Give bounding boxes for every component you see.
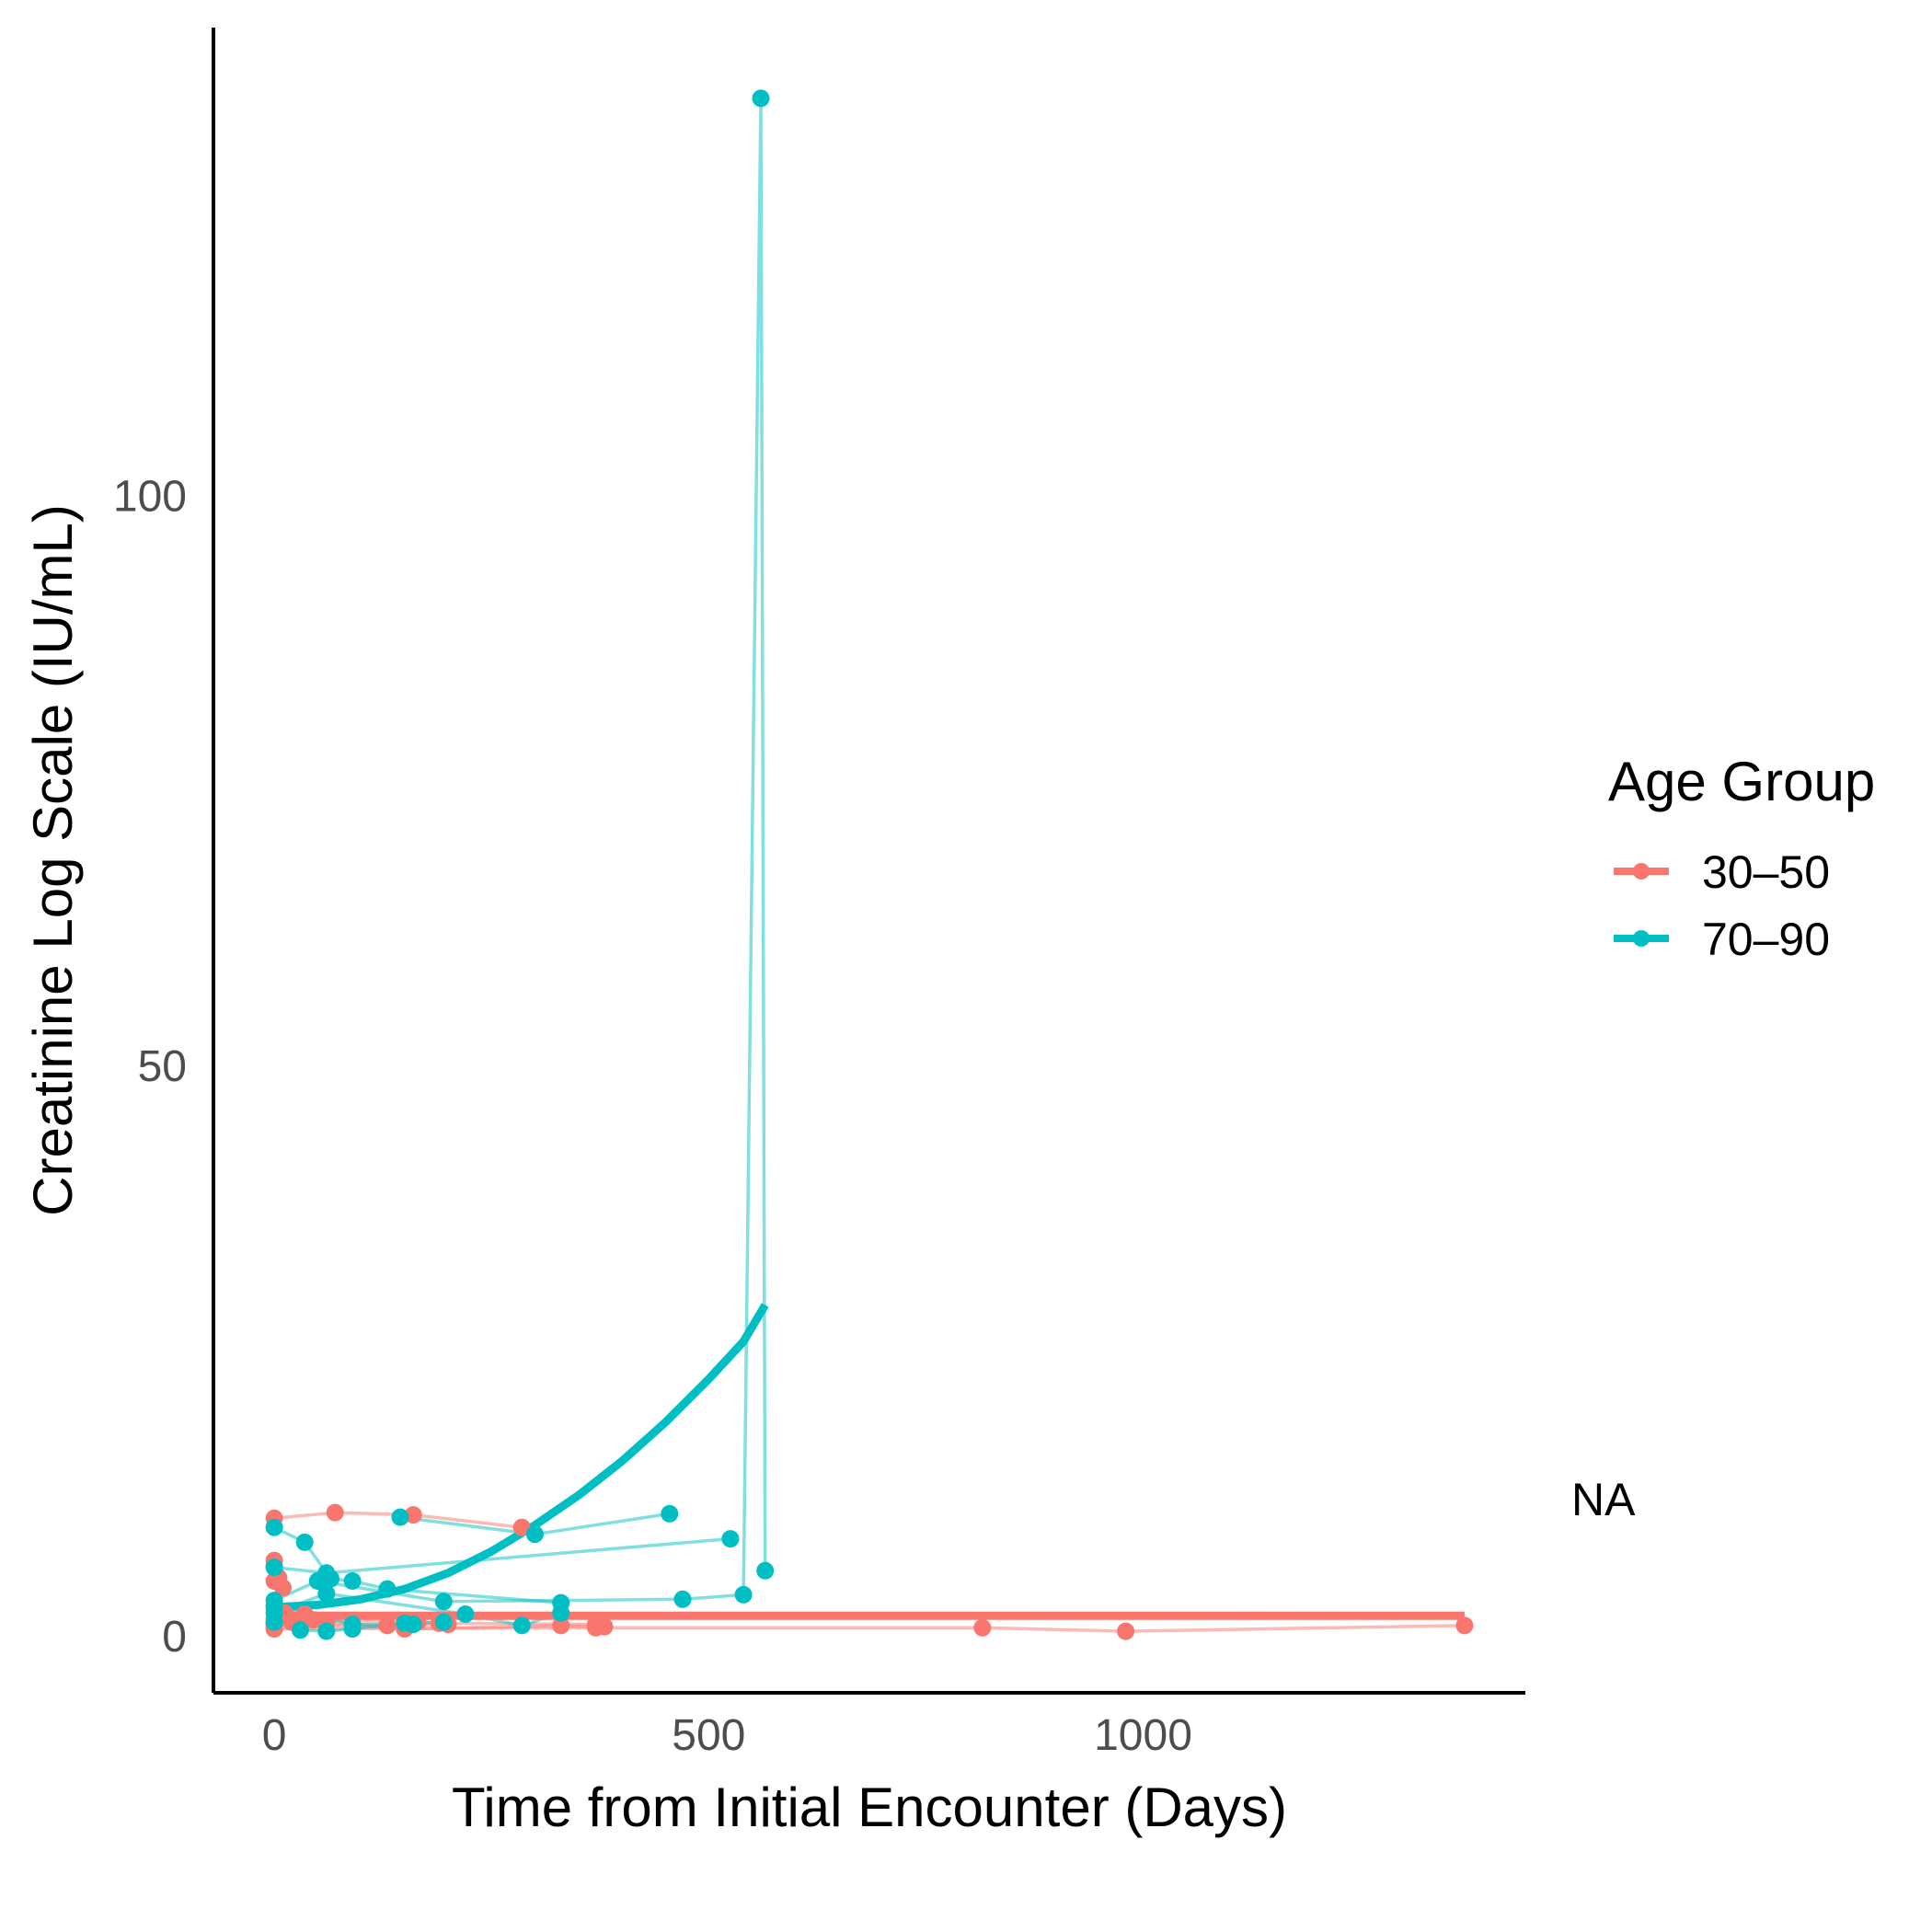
x-tick-label: 1000 bbox=[1094, 1711, 1192, 1760]
data-point-30-50-0-3 bbox=[512, 1518, 531, 1536]
y-tick-label: 100 bbox=[113, 472, 187, 521]
data-point-30-50-5-2 bbox=[973, 1618, 992, 1637]
data-point-30-50-6-4 bbox=[587, 1616, 604, 1634]
x-axis-title: Time from Initial Encounter (Days) bbox=[452, 1777, 1287, 1838]
data-point-30-50-2-1 bbox=[274, 1579, 292, 1597]
data-point-70-90-4-1 bbox=[317, 1584, 336, 1603]
data-point-70-90-1-0 bbox=[391, 1508, 409, 1526]
y-axis-title: Creatinine Log Scale (IU/mL) bbox=[22, 504, 84, 1216]
data-point-70-90-4-3 bbox=[512, 1616, 531, 1635]
data-point-70-90-3-1 bbox=[308, 1572, 327, 1590]
data-point-70-90-6-0 bbox=[265, 1597, 283, 1616]
data-point-30-50-4-3 bbox=[552, 1616, 570, 1635]
data-point-30-50-3-3 bbox=[378, 1616, 397, 1635]
data-point-70-90-4-2 bbox=[456, 1605, 475, 1623]
data-point-70-90-5-0 bbox=[265, 1613, 283, 1631]
data-point-70-90-3-5 bbox=[752, 89, 770, 108]
data-point-70-90-3-6 bbox=[756, 1561, 775, 1580]
legend-key-point bbox=[1633, 863, 1650, 880]
y-ticks: 0 50 100 bbox=[113, 472, 187, 1662]
data-point-30-50-5-3 bbox=[1117, 1622, 1135, 1640]
data-point-70-90-0-0 bbox=[265, 1518, 283, 1536]
data-point-30-50-0-1 bbox=[326, 1503, 344, 1522]
data-point-70-90-0-3 bbox=[343, 1572, 362, 1590]
data-point-70-90-3-4 bbox=[734, 1585, 753, 1604]
data-point-70-90-1-2 bbox=[661, 1504, 679, 1523]
legend-item-70-90: 70–90 bbox=[1614, 914, 1830, 965]
plot-trends-layer bbox=[273, 1303, 1465, 1620]
data-point-70-90-6-2 bbox=[404, 1616, 422, 1634]
data-point-70-90-3-2 bbox=[434, 1593, 453, 1611]
x-ticks: 0 500 1000 bbox=[262, 1711, 1192, 1760]
data-point-70-90-5-2 bbox=[317, 1622, 336, 1640]
data-point-70-90-0-4 bbox=[378, 1580, 397, 1598]
data-point-70-90-6-1 bbox=[343, 1616, 362, 1634]
data-point-30-50-5-4 bbox=[1455, 1616, 1474, 1635]
y-tick-label: 0 bbox=[162, 1613, 187, 1662]
legend-label: 30–50 bbox=[1702, 846, 1830, 898]
trend-line-70-90 bbox=[273, 1303, 769, 1612]
legend-title: Age Group bbox=[1608, 751, 1875, 812]
legend-label: 70–90 bbox=[1702, 914, 1830, 965]
data-point-70-90-2-0 bbox=[265, 1558, 283, 1577]
legend-key-point bbox=[1633, 930, 1650, 947]
plot-lines-layer bbox=[272, 98, 1465, 1633]
data-point-70-90-0-1 bbox=[295, 1533, 314, 1551]
trajectory-line-30-50-0 bbox=[273, 1511, 523, 1529]
legend-item-30-50: 30–50 bbox=[1614, 846, 1830, 898]
data-point-70-90-2-2 bbox=[721, 1530, 740, 1548]
legend: Age Group 30–50 70–90 bbox=[1608, 751, 1875, 965]
data-point-30-50-7-2 bbox=[295, 1605, 314, 1623]
data-point-70-90-1-1 bbox=[525, 1525, 544, 1544]
x-tick-label: 500 bbox=[672, 1711, 745, 1760]
data-point-70-90-5-1 bbox=[291, 1621, 309, 1639]
data-point-70-90-3-3 bbox=[673, 1590, 692, 1608]
side-label-na: NA bbox=[1571, 1474, 1636, 1525]
data-point-70-90-4-4 bbox=[552, 1604, 570, 1622]
x-tick-label: 0 bbox=[262, 1711, 287, 1760]
data-point-70-90-5-5 bbox=[434, 1613, 453, 1631]
y-tick-label: 50 bbox=[138, 1042, 187, 1091]
data-point-30-50-0-2 bbox=[404, 1506, 422, 1524]
plot-points-layer bbox=[265, 89, 1474, 1640]
trajectory-line-70-90-3 bbox=[273, 98, 767, 1604]
